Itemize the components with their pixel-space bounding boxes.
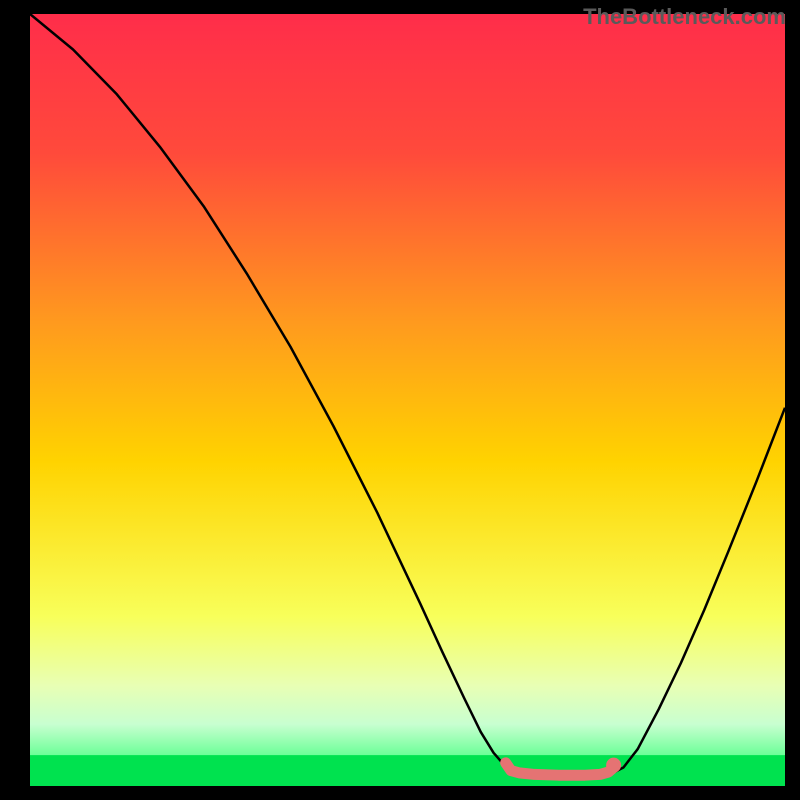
attribution-text: TheBottleneck.com — [583, 4, 786, 30]
gradient-background — [30, 14, 785, 786]
optimal-point-marker — [606, 758, 621, 773]
chart-frame: TheBottleneck.com — [0, 0, 800, 800]
bottleneck-valley-chart — [30, 14, 785, 786]
green-band — [30, 755, 785, 786]
